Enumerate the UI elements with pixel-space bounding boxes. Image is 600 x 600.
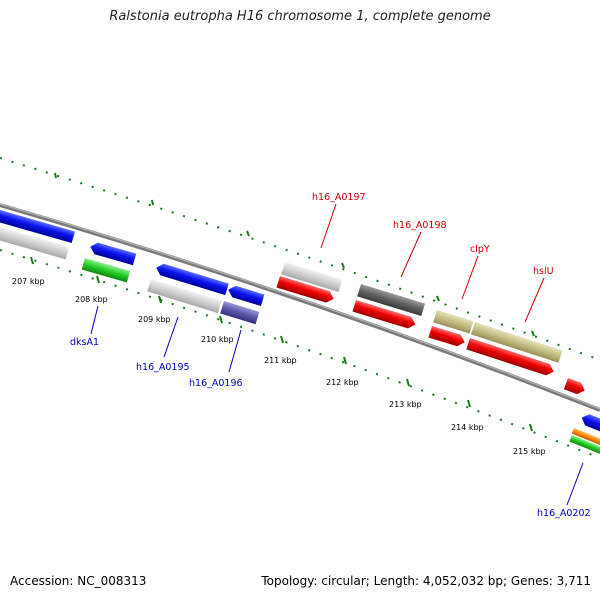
cds-upstream[interactable] (0, 207, 75, 244)
map-title: Ralstonia eutropha H16 chromosome 1, com… (109, 9, 491, 24)
cds-hslU[interactable] (466, 338, 555, 377)
gene-label-h16_A0202[interactable]: h16_A0202 (537, 508, 591, 519)
gene-label-hslU[interactable]: hslU (533, 266, 554, 277)
kbp-label: 212 kbp (326, 378, 359, 387)
gene-label-h16_A0198[interactable]: h16_A0198 (393, 220, 447, 231)
kbp-label: 211 kbp (264, 356, 297, 365)
gene-hslU[interactable] (470, 322, 563, 363)
gene-dksA1[interactable] (81, 258, 131, 283)
kbp-label: 209 kbp (138, 315, 171, 324)
cds-h16_A0202[interactable] (580, 412, 600, 435)
gene-orange-feature[interactable] (571, 428, 600, 448)
gene-label-h16_A0196[interactable]: h16_A0196 (189, 378, 243, 389)
inner-tick-track (0, 249, 600, 459)
cds-next[interactable] (563, 378, 587, 396)
gene-label-clpY[interactable]: clpY (470, 244, 490, 255)
gene-label-h16_A0197[interactable]: h16_A0197 (312, 192, 366, 203)
gene-h16_A0195[interactable] (147, 279, 222, 314)
kbp-label: 213 kbp (389, 400, 422, 409)
gene-label-h16_A0195[interactable]: h16_A0195 (136, 362, 190, 373)
gene-h16_A0202[interactable] (569, 435, 600, 455)
gene-h16_A0198[interactable] (357, 284, 426, 317)
cds-clpY[interactable] (428, 326, 466, 348)
gene-labels: h16_A0197 h16_A0198 clpY hslU dksA1 h16_… (70, 192, 591, 519)
cds-h16_A0198[interactable] (352, 300, 417, 330)
kbp-label: 210 kbp (201, 335, 234, 344)
cds-dksA1[interactable] (89, 241, 137, 266)
gene-label-dksA1[interactable]: dksA1 (70, 337, 99, 348)
gene-upstream[interactable] (0, 224, 70, 260)
kbp-label: 214 kbp (451, 423, 484, 432)
reverse-strand-features (0, 207, 600, 455)
kbp-labels: 207 kbp 208 kbp 209 kbp 210 kbp 211 kbp … (12, 277, 546, 456)
cds-h16_A0197[interactable] (276, 276, 335, 304)
cds-h16_A0195[interactable] (154, 262, 229, 296)
cds-h16_A0196[interactable] (226, 284, 265, 307)
outer-tick-track (0, 157, 600, 361)
genome-summary-text: Topology: circular; Length: 4,052,032 bp… (261, 574, 591, 588)
gene-h16_A0197[interactable] (281, 262, 343, 292)
label-leaders (90, 203, 584, 506)
forward-strand-features (276, 262, 587, 396)
gene-clpY[interactable] (433, 310, 474, 334)
kbp-label: 207 kbp (12, 277, 45, 286)
kbp-label: 215 kbp (513, 447, 546, 456)
kbp-label: 208 kbp (75, 295, 108, 304)
accession-text: Accession: NC_008313 (10, 574, 147, 588)
genome-backbone (0, 203, 600, 412)
gene-h16_A0196[interactable] (220, 301, 260, 325)
